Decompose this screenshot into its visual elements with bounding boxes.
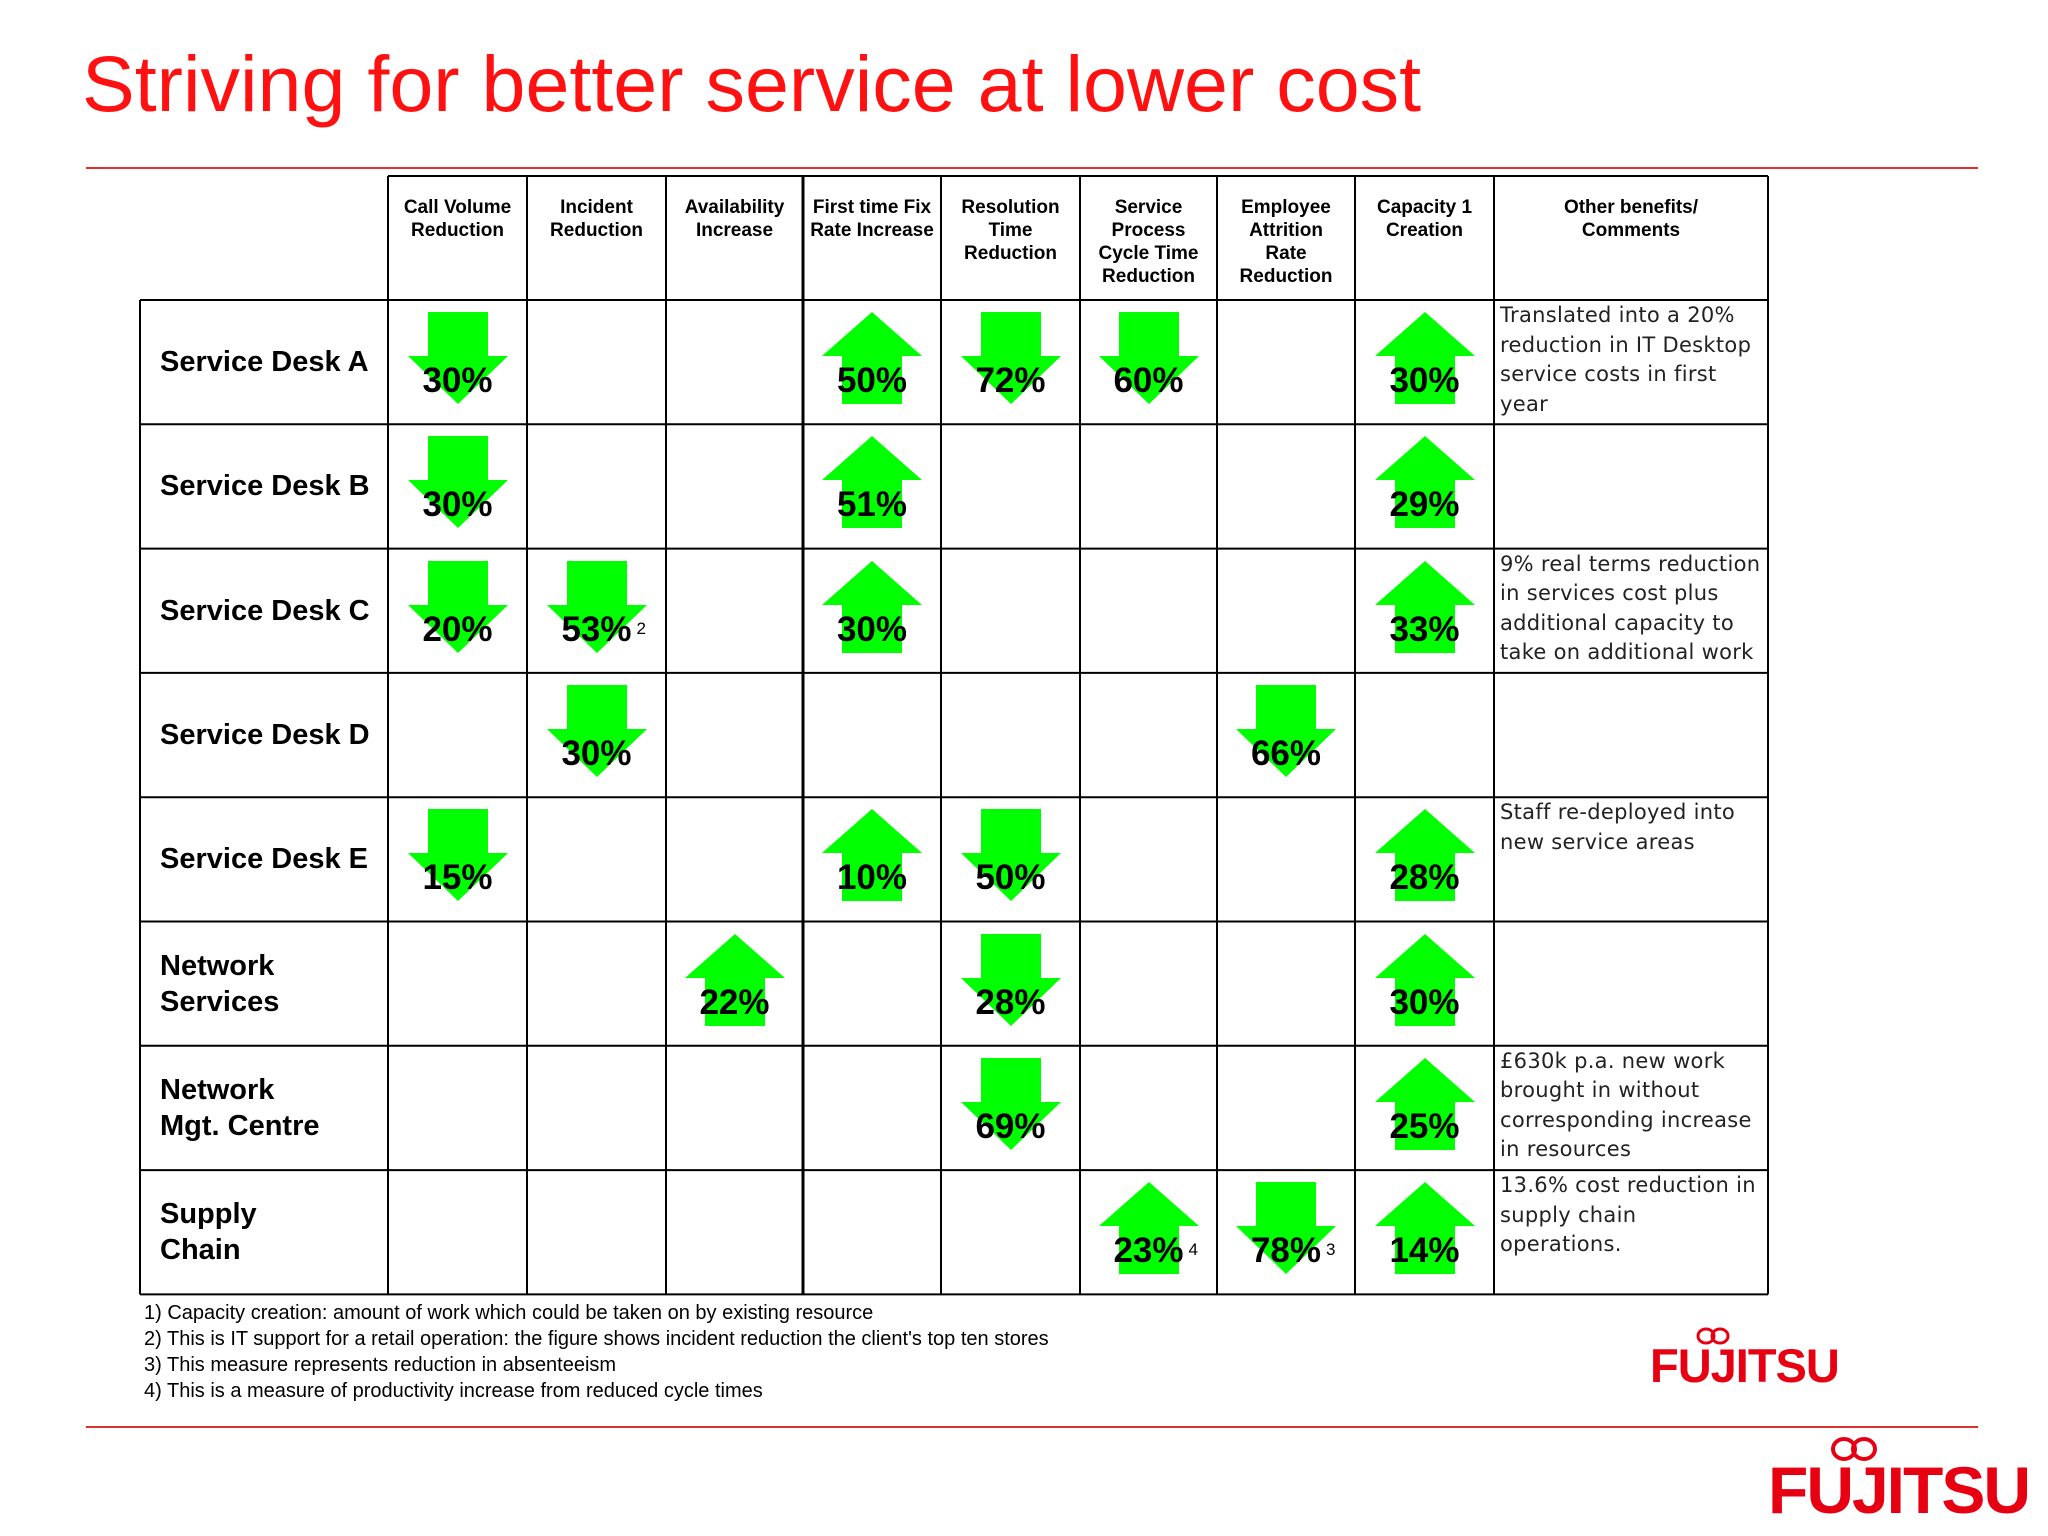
metric-value: 53% [561,609,632,649]
column-header: Incident Reduction [550,197,643,241]
column-header: First time Fix Rate Increase [810,197,934,241]
footnote: 3) This measure represents reduction in … [144,1354,617,1376]
arrow-up-icon [1374,933,1475,1026]
row-label: Network Services [160,949,280,1018]
metric-value: 20% [422,609,493,649]
footnote: 4) This is a measure of productivity inc… [144,1380,763,1402]
metric-value: 51% [836,485,908,525]
metric-value: 10% [836,858,908,898]
column-header: Service Process Cycle Time Reduction [1098,197,1199,287]
row-comment: Translated into a 20% reduction in IT De… [1500,303,1752,416]
footnote-marker: 3 [1326,1240,1336,1260]
row-label: Supply Chain [160,1198,257,1267]
row-label: Service Desk D [160,719,370,752]
column-header: Call Volume Reduction [403,197,512,241]
column-header: Employee Attrition Rate Reduction [1239,197,1333,287]
arrow-up-icon [1374,809,1475,902]
page-title: Striving for better service at lower cos… [82,39,1422,128]
metric-value: 69% [975,1106,1046,1146]
arrow-up-icon [1374,312,1475,404]
arrow-down-icon [1236,1182,1336,1275]
metric-value: 28% [975,982,1046,1022]
bottom-divider [86,1426,1978,1428]
column-header: Resolution Time Reduction [961,197,1060,264]
metric-value: 29% [1389,485,1460,525]
metric-value: 30% [422,485,493,525]
metric-value: 33% [1389,609,1460,649]
arrow-up-icon [822,436,922,529]
row-comment: 13.6% cost reduction in supply chain ope… [1500,1173,1756,1257]
arrow-down-icon [1098,312,1199,404]
arrow-down-icon [960,933,1061,1026]
fujitsu-logo-large: FUJITSU [1768,1453,2031,1527]
metric-value: 25% [1389,1106,1460,1146]
metric-value: 50% [836,361,908,400]
fujitsu-logo-small-infinity-icon [1696,1327,1730,1345]
metric-value: 22% [699,982,770,1022]
row-comment: £630k p.a. new work brought in without c… [1500,1048,1752,1162]
row-label: Service Desk B [160,470,370,503]
row-label: Network Mgt. Centre [160,1073,320,1142]
top-divider [86,167,1978,169]
metric-value: 78% [1250,1231,1322,1271]
metric-value: 66% [1250,733,1322,773]
metric-value: 23% [1113,1231,1184,1271]
footnote-marker: 2 [636,618,646,638]
arrow-up-icon [822,560,922,653]
arrow-down-icon [960,1057,1061,1150]
footnote: 1) Capacity creation: amount of work whi… [144,1302,874,1324]
metric-value: 30% [1389,361,1460,400]
footnote-marker: 4 [1188,1240,1198,1260]
arrow-down-icon [407,312,508,404]
column-header: Capacity 1 Creation [1376,197,1473,241]
arrow-down-icon [1236,684,1336,777]
arrow-up-icon [1374,1182,1475,1275]
arrow-down-icon [407,560,508,653]
row-comment: Staff re-deployed into new service areas [1500,800,1736,854]
metric-value: 30% [836,609,908,649]
metric-value: 30% [1389,982,1460,1022]
arrow-down-icon [546,560,647,653]
arrow-up-icon [822,809,922,902]
metric-value: 14% [1389,1231,1460,1271]
metric-value: 30% [422,361,493,400]
arrow-down-icon [407,436,508,529]
arrow-up-icon [1374,560,1475,653]
column-header: Availability Increase [684,197,785,241]
fujitsu-logo-small: FUJITSU [1650,1339,1840,1392]
row-label: Service Desk C [160,594,370,627]
arrow-up-icon [822,312,922,404]
metric-value: 50% [975,858,1046,898]
row-label: Service Desk A [160,346,369,379]
metric-value: 60% [1113,361,1184,400]
metric-value: 72% [975,361,1046,400]
row-label: Service Desk E [160,843,368,876]
arrow-down-icon [407,809,508,902]
arrow-down-icon [546,684,647,777]
column-header: Other benefits/ Comments [1563,197,1699,241]
fujitsu-logo-large-infinity-icon [1831,1437,1877,1461]
row-comment: 9% real terms reduction in services cost… [1500,551,1761,665]
footnotes: 1) Capacity creation: amount of work whi… [144,1300,1049,1404]
arrow-up-icon [1374,436,1475,529]
metric-value: 28% [1389,858,1460,898]
arrow-up-icon [1374,1057,1475,1150]
footnote: 2) This is IT support for a retail opera… [144,1328,1049,1350]
arrow-up-icon [684,933,785,1026]
metric-value: 30% [561,733,632,773]
arrow-down-icon [960,809,1061,902]
arrow-up-icon [1098,1182,1199,1275]
metric-value: 15% [422,858,493,898]
arrow-down-icon [960,312,1061,404]
